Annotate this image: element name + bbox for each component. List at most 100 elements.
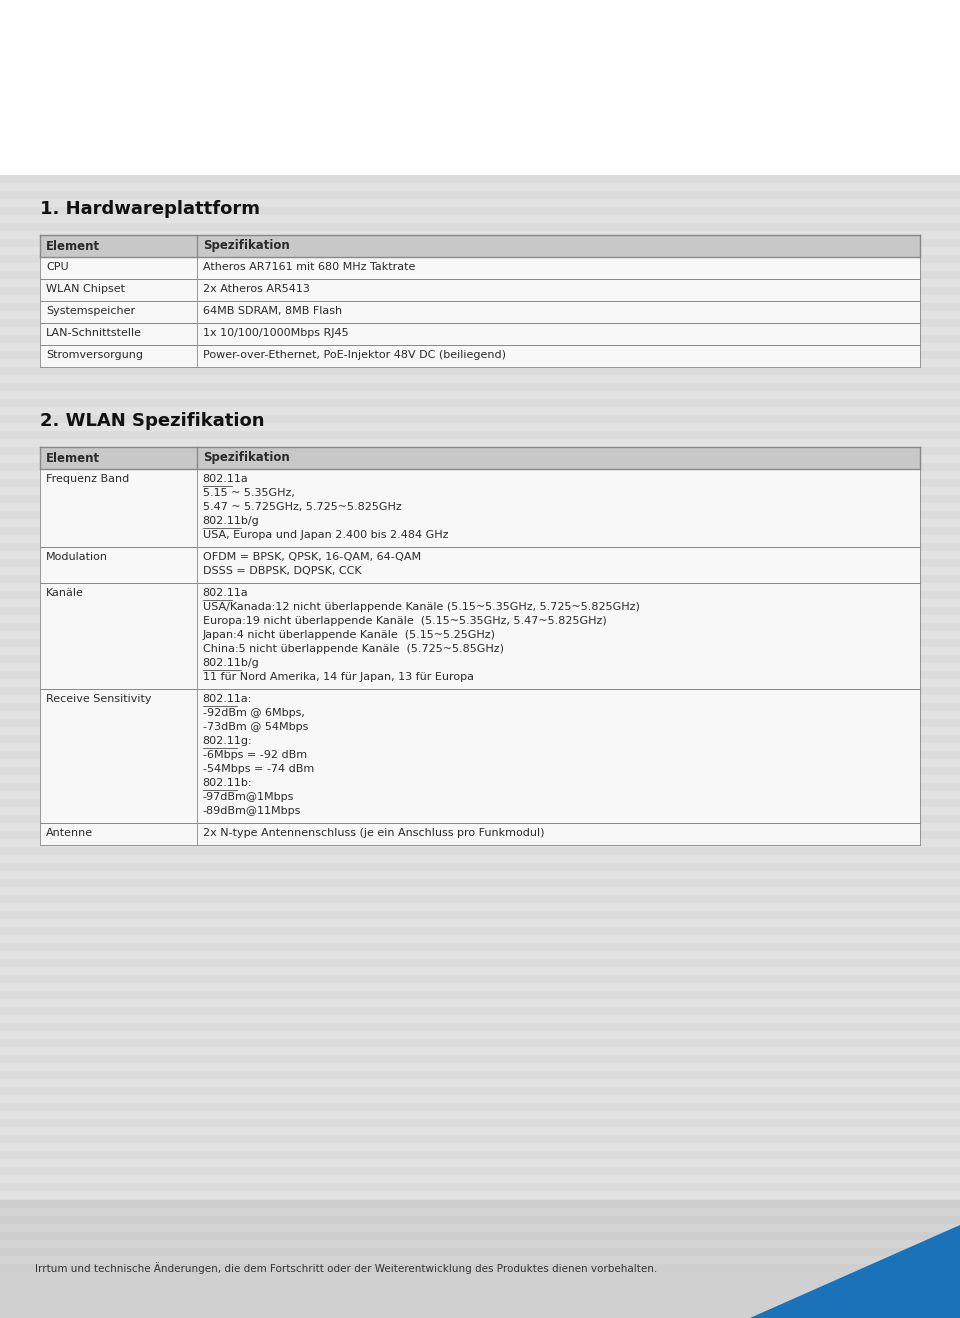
Bar bbox=[0, 175, 960, 183]
Bar bbox=[0, 975, 960, 983]
Bar bbox=[0, 295, 960, 303]
Bar bbox=[0, 710, 960, 720]
Bar bbox=[0, 1079, 960, 1087]
Bar bbox=[0, 887, 960, 895]
Text: USA/Kanada:12 nicht überlappende Kanäle (5.15~5.35GHz, 5.725~5.825GHz): USA/Kanada:12 nicht überlappende Kanäle … bbox=[203, 602, 639, 612]
Bar bbox=[0, 855, 960, 863]
Bar bbox=[0, 311, 960, 319]
Bar bbox=[0, 223, 960, 231]
Bar bbox=[0, 1039, 960, 1046]
Bar bbox=[0, 551, 960, 559]
Bar bbox=[40, 447, 920, 469]
Bar bbox=[0, 1095, 960, 1103]
Bar bbox=[0, 391, 960, 399]
Text: Power-over-Ethernet, PoE-Injektor 48V DC (beiliegend): Power-over-Ethernet, PoE-Injektor 48V DC… bbox=[203, 351, 506, 360]
Text: LAN-Schnittstelle: LAN-Schnittstelle bbox=[46, 328, 142, 337]
Text: 2x N-type Antennenschluss (je ein Anschluss pro Funkmodul): 2x N-type Antennenschluss (je ein Anschl… bbox=[203, 828, 544, 838]
Bar bbox=[0, 967, 960, 975]
Bar bbox=[40, 547, 920, 583]
Bar bbox=[0, 183, 960, 191]
Text: 802.11a: 802.11a bbox=[203, 474, 249, 484]
Bar bbox=[0, 1127, 960, 1135]
Bar bbox=[0, 496, 960, 503]
Bar bbox=[0, 407, 960, 415]
Bar bbox=[0, 815, 960, 822]
Bar bbox=[0, 702, 960, 710]
Bar bbox=[0, 791, 960, 799]
Bar bbox=[0, 343, 960, 351]
Bar bbox=[0, 616, 960, 623]
Bar bbox=[0, 1166, 960, 1176]
Bar bbox=[0, 919, 960, 927]
Bar bbox=[40, 257, 920, 279]
Bar bbox=[0, 1054, 960, 1064]
Text: Japan:4 nicht überlappende Kanäle  (5.15~5.25GHz): Japan:4 nicht überlappende Kanäle (5.15~… bbox=[203, 630, 495, 641]
Text: CPU: CPU bbox=[46, 262, 68, 272]
Bar bbox=[0, 527, 960, 535]
Bar bbox=[40, 583, 920, 689]
Text: -6Mbps = -92 dBm: -6Mbps = -92 dBm bbox=[203, 750, 307, 760]
Text: 5.15 ~ 5.35GHz,: 5.15 ~ 5.35GHz, bbox=[203, 488, 295, 498]
Text: Irrtum und technische Änderungen, die dem Fortschritt oder der Weiterentwicklung: Irrtum und technische Änderungen, die de… bbox=[35, 1263, 658, 1275]
Text: Receive Sensitivity: Receive Sensitivity bbox=[46, 695, 152, 704]
Bar bbox=[0, 1007, 960, 1015]
Bar bbox=[0, 720, 960, 728]
Bar bbox=[40, 301, 920, 323]
Bar bbox=[0, 447, 960, 455]
Bar bbox=[0, 231, 960, 239]
Bar bbox=[0, 879, 960, 887]
Bar bbox=[0, 543, 960, 551]
Bar bbox=[0, 608, 960, 616]
Bar bbox=[0, 695, 960, 702]
Bar bbox=[0, 759, 960, 767]
Bar bbox=[0, 431, 960, 439]
Bar bbox=[0, 598, 960, 608]
Bar bbox=[0, 807, 960, 815]
Bar bbox=[0, 728, 960, 735]
Bar bbox=[0, 1064, 960, 1072]
Bar bbox=[0, 519, 960, 527]
Bar bbox=[0, 358, 960, 366]
Bar bbox=[0, 1191, 960, 1199]
Bar bbox=[0, 934, 960, 942]
Bar bbox=[0, 942, 960, 952]
Bar bbox=[40, 345, 920, 366]
Text: Spezifikation: Spezifikation bbox=[203, 452, 289, 464]
Bar bbox=[0, 767, 960, 775]
Bar bbox=[0, 927, 960, 934]
Text: 1. Hardwareplattform: 1. Hardwareplattform bbox=[40, 200, 260, 217]
Text: USA, Europa und Japan 2.400 bis 2.484 GHz: USA, Europa und Japan 2.400 bis 2.484 GH… bbox=[203, 530, 448, 540]
Text: Spezifikation: Spezifikation bbox=[203, 240, 289, 253]
Bar bbox=[0, 1264, 960, 1272]
Bar bbox=[0, 535, 960, 543]
Bar bbox=[40, 323, 920, 345]
Text: 802.11g:: 802.11g: bbox=[203, 735, 252, 746]
Bar bbox=[0, 751, 960, 759]
Bar bbox=[0, 191, 960, 199]
Text: Modulation: Modulation bbox=[46, 552, 108, 561]
Bar bbox=[0, 303, 960, 311]
Text: 5.47 ~ 5.725GHz, 5.725~5.825GHz: 5.47 ~ 5.725GHz, 5.725~5.825GHz bbox=[203, 502, 401, 511]
Bar bbox=[0, 455, 960, 463]
Bar bbox=[0, 631, 960, 639]
Bar bbox=[0, 840, 960, 847]
Bar bbox=[0, 590, 960, 598]
Bar bbox=[0, 623, 960, 631]
Text: 64MB SDRAM, 8MB Flash: 64MB SDRAM, 8MB Flash bbox=[203, 306, 342, 316]
Bar bbox=[0, 1248, 960, 1256]
Bar bbox=[0, 478, 960, 486]
Bar bbox=[0, 264, 960, 272]
Bar bbox=[0, 399, 960, 407]
Bar bbox=[0, 1199, 960, 1209]
Bar bbox=[0, 1209, 960, 1217]
Bar bbox=[40, 279, 920, 301]
Bar bbox=[0, 639, 960, 647]
Bar bbox=[0, 1072, 960, 1079]
Bar bbox=[0, 983, 960, 991]
Text: 802.11b:: 802.11b: bbox=[203, 778, 252, 788]
Bar bbox=[40, 689, 920, 822]
Bar bbox=[0, 999, 960, 1007]
Bar bbox=[0, 272, 960, 279]
Bar bbox=[0, 775, 960, 783]
Bar bbox=[0, 991, 960, 999]
